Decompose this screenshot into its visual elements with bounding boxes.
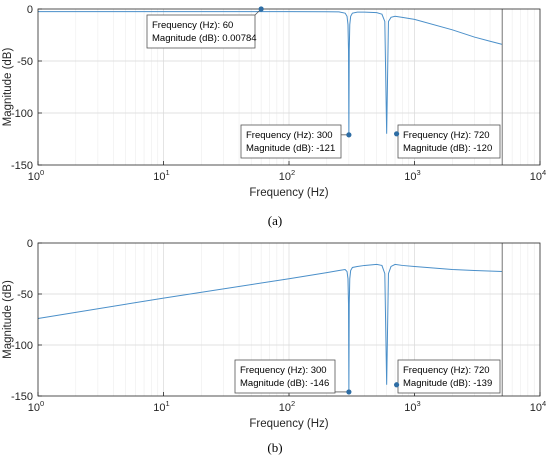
y-axis-label: Magnitude (dB) bbox=[2, 280, 14, 359]
x-tick-label-exponent: 3 bbox=[417, 168, 421, 177]
x-tick-label-base: 10 bbox=[153, 171, 165, 183]
data-tip-box bbox=[240, 124, 342, 159]
x-tick-label-exponent: 0 bbox=[40, 399, 44, 408]
x-tick-label-base: 10 bbox=[153, 402, 165, 414]
data-tip: Frequency (Hz): 60 Magnitude (dB): 0.0078… bbox=[146, 6, 264, 49]
x-tick-label: 104 bbox=[530, 399, 546, 414]
x-tick-label-base: 10 bbox=[530, 402, 542, 414]
x-tick-label: 101 bbox=[153, 399, 169, 414]
data-tip: Frequency (Hz): 720 Magnitude (dB): -120 bbox=[393, 124, 501, 159]
data-tip-marker bbox=[393, 131, 400, 137]
y-tick-label: -100 bbox=[11, 340, 33, 352]
y-tick-label: -50 bbox=[17, 289, 33, 301]
x-tick-label: 103 bbox=[404, 399, 420, 414]
x-tick-label-base: 10 bbox=[28, 402, 40, 414]
data-tip-marker bbox=[393, 382, 400, 388]
data-tip-text: Frequency (Hz): 720 bbox=[403, 130, 490, 141]
data-tip-text: Frequency (Hz): 720 bbox=[403, 365, 490, 376]
series-line-1 bbox=[37, 263, 503, 392]
data-tip-text: Magnitude (dB): -146 bbox=[240, 378, 329, 389]
data-tip-box bbox=[397, 359, 501, 394]
x-tick-label: 103 bbox=[404, 168, 420, 183]
x-axis-label: Frequency (Hz) bbox=[249, 418, 328, 430]
data-tip-box bbox=[234, 359, 336, 394]
data-tip-box bbox=[397, 124, 501, 159]
panel-label: (b) bbox=[267, 440, 282, 455]
data-tip: Frequency (Hz): 720 Magnitude (dB): -139 bbox=[393, 359, 501, 394]
data-tip-marker bbox=[258, 6, 264, 12]
data-tip-marker bbox=[346, 132, 352, 138]
x-tick-label-exponent: 4 bbox=[542, 399, 546, 408]
data-tip-marker bbox=[346, 389, 352, 395]
x-tick-label-base: 10 bbox=[28, 171, 40, 183]
x-tick-label-exponent: 4 bbox=[542, 168, 546, 177]
x-tick-label-base: 10 bbox=[404, 402, 416, 414]
data-tip-text: Magnitude (dB): 0.00784 bbox=[152, 33, 257, 44]
x-tick-label-base: 10 bbox=[404, 171, 416, 183]
x-tick-label-base: 10 bbox=[530, 171, 542, 183]
data-tip-text: Frequency (Hz): 300 bbox=[240, 365, 327, 376]
x-tick-label: 101 bbox=[153, 168, 169, 183]
data-tip-text: Frequency (Hz): 60 bbox=[152, 20, 233, 31]
x-tick-label: 104 bbox=[530, 168, 546, 183]
x-tick-label-exponent: 3 bbox=[417, 399, 421, 408]
y-axis-label: Magnitude (dB) bbox=[2, 48, 14, 127]
data-tip-text: Frequency (Hz): 300 bbox=[246, 130, 333, 141]
x-tick-label-exponent: 2 bbox=[291, 399, 295, 408]
data-tip: Frequency (Hz): 300 Magnitude (dB): -146 bbox=[234, 359, 352, 395]
data-tip-text: Magnitude (dB): -139 bbox=[403, 378, 492, 389]
x-tick-label-base: 10 bbox=[279, 171, 291, 183]
data-tip-box bbox=[146, 14, 256, 49]
x-axis-label: Frequency (Hz) bbox=[249, 187, 328, 199]
x-tick-label-exponent: 1 bbox=[166, 168, 170, 177]
panel-label: (a) bbox=[268, 213, 282, 228]
x-tick-label: 102 bbox=[279, 168, 295, 183]
x-tick-label-exponent: 2 bbox=[291, 168, 295, 177]
y-tick-label: 0 bbox=[27, 4, 33, 16]
y-tick-label: -100 bbox=[11, 108, 33, 120]
y-tick-label: -50 bbox=[17, 56, 33, 68]
data-tip-text: Magnitude (dB): -120 bbox=[403, 143, 492, 154]
x-tick-label-exponent: 0 bbox=[40, 168, 44, 177]
x-tick-label: 102 bbox=[279, 399, 295, 414]
x-tick-label-base: 10 bbox=[279, 402, 291, 414]
series-line-1 bbox=[38, 11, 503, 135]
x-tick-label-exponent: 1 bbox=[166, 399, 170, 408]
data-tip: Frequency (Hz): 300 Magnitude (dB): -121 bbox=[240, 124, 352, 159]
y-tick-label: -150 bbox=[11, 160, 33, 172]
x-tick-label: 100 bbox=[28, 168, 44, 183]
x-tick-label: 100 bbox=[28, 399, 44, 414]
data-tip-text: Magnitude (dB): -121 bbox=[246, 143, 335, 154]
y-tick-label: 0 bbox=[27, 238, 33, 250]
y-tick-label: -150 bbox=[11, 391, 33, 403]
